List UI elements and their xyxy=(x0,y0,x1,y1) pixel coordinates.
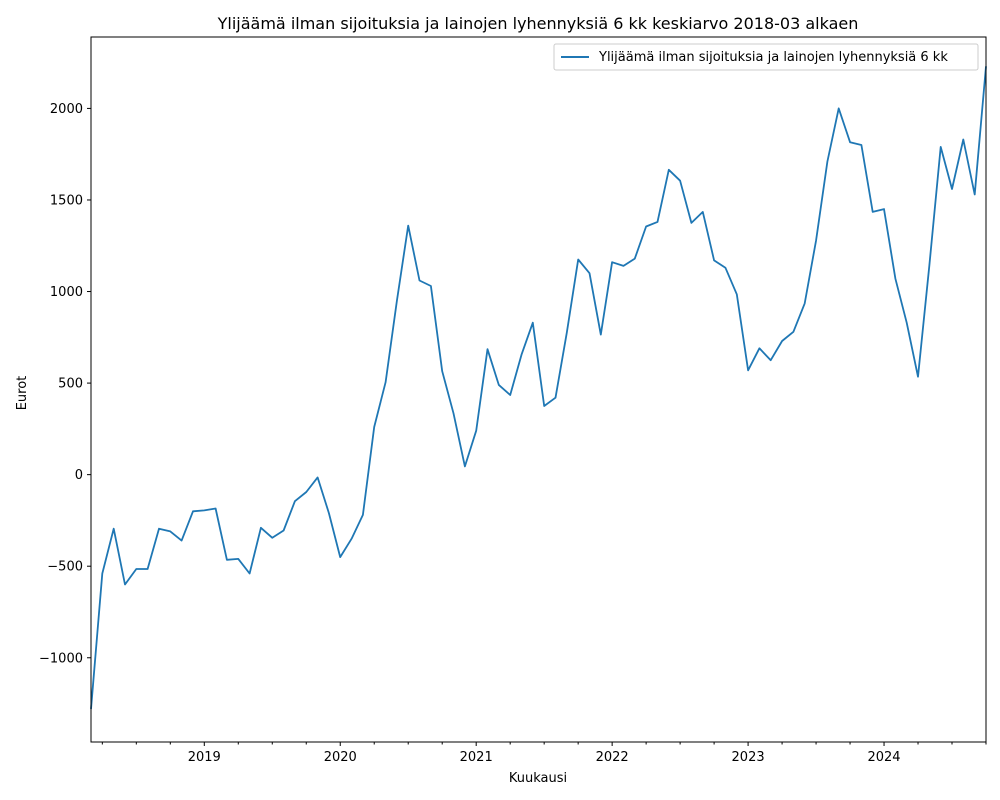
y-axis-label: Eurot xyxy=(15,376,30,411)
x-tick-label: 2024 xyxy=(867,750,900,765)
y-tick-label: 1500 xyxy=(50,193,83,208)
x-tick-label: 2020 xyxy=(324,750,357,765)
plot-area xyxy=(90,36,987,743)
y-tick-label: −500 xyxy=(47,560,83,575)
y-axis: −1000 −500 0 500 1000 1500 2000 xyxy=(39,102,91,666)
plot-frame xyxy=(90,36,987,743)
x-axis-label: Kuukausi xyxy=(509,771,567,786)
y-tick-label: 0 xyxy=(75,468,83,483)
x-tick-label: 2022 xyxy=(596,750,629,765)
y-tick-label: 1000 xyxy=(50,285,83,300)
y-tick-label: 500 xyxy=(58,377,83,392)
legend-box xyxy=(553,43,979,71)
y-tick-label: −1000 xyxy=(39,651,83,666)
legend: Ylijäämä ilman sijoituksia ja lainojen l… xyxy=(553,43,979,71)
chart-title: Ylijäämä ilman sijoituksia ja lainojen l… xyxy=(217,14,859,33)
x-tick-label: 2021 xyxy=(460,750,493,765)
legend-label: Ylijäämä ilman sijoituksia ja lainojen l… xyxy=(598,50,948,65)
x-tick-label: 2023 xyxy=(732,750,765,765)
x-axis: 2019 2020 2021 2022 2023 2024 xyxy=(101,742,987,765)
y-tick-label: 2000 xyxy=(50,102,83,117)
series-line xyxy=(90,66,987,710)
x-tick-label: 2019 xyxy=(188,750,221,765)
